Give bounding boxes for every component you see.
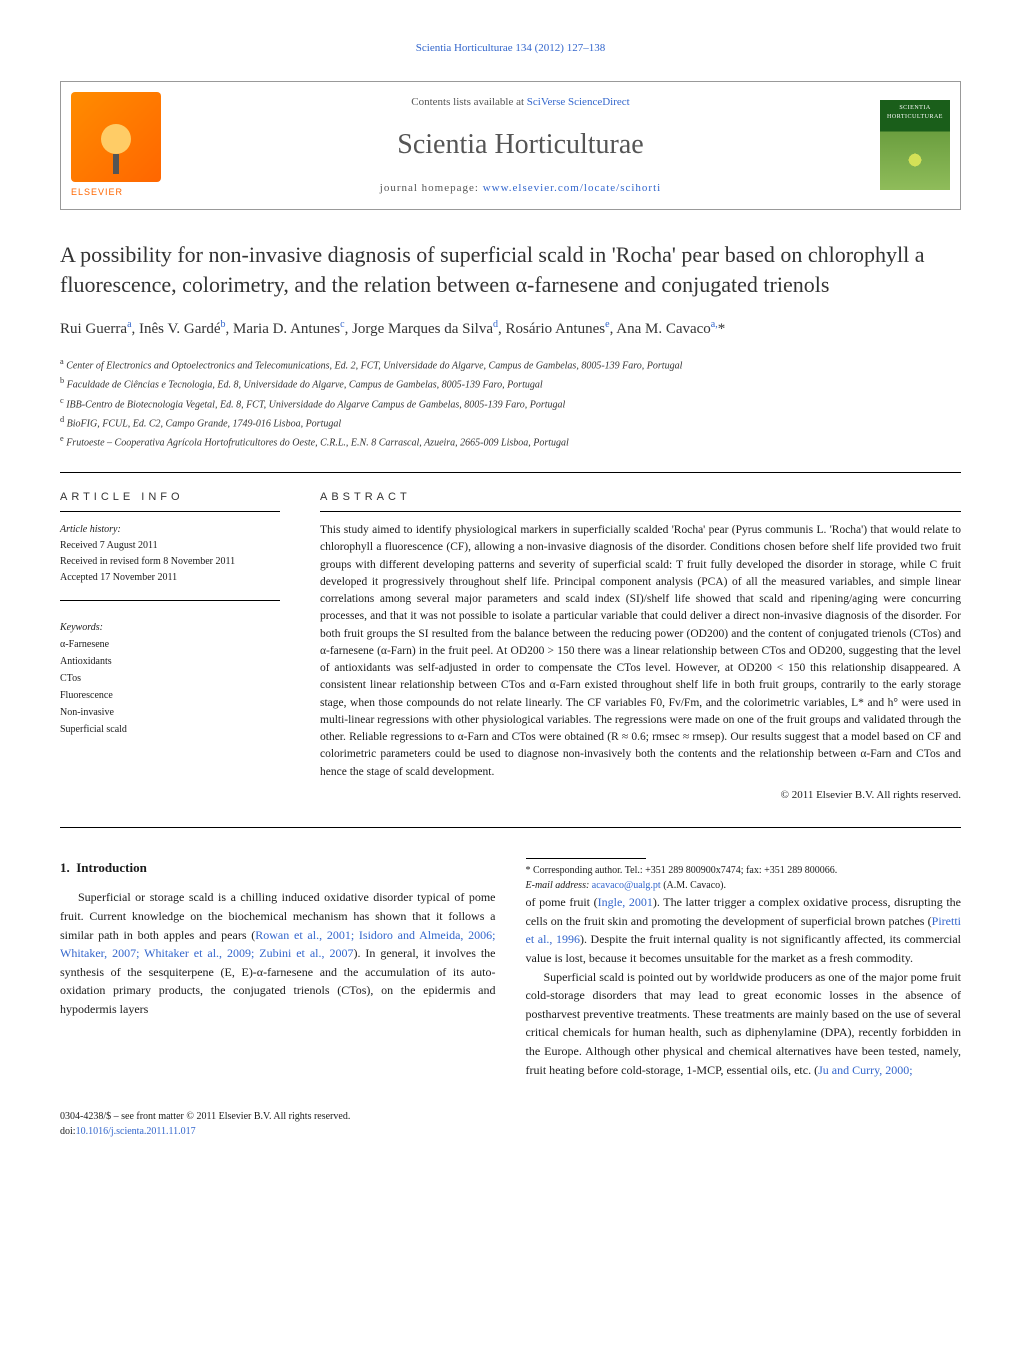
- body-two-column: 1. Introduction Superficial or storage s…: [60, 858, 961, 1079]
- affiliation-line: b Faculdade de Ciências e Tecnologia, Ed…: [60, 374, 961, 393]
- publisher-logo: ELSEVIER: [61, 82, 171, 210]
- keywords-list: α-FarneseneAntioxidantsCTosFluorescenceN…: [60, 636, 280, 738]
- journal-name: Scientia Horticulturae: [171, 124, 870, 166]
- authors-line: Rui Guerraa, Inês V. Gardéb, Maria D. An…: [60, 317, 961, 341]
- availability-line: Contents lists available at SciVerse Sci…: [171, 94, 870, 111]
- issn-line: 0304-4238/$ – see front matter © 2011 El…: [60, 1109, 961, 1124]
- doi-line: doi:10.1016/j.scienta.2011.11.017: [60, 1124, 961, 1139]
- homepage-prefix: journal homepage:: [380, 182, 483, 194]
- bottom-meta: 0304-4238/$ – see front matter © 2011 El…: [60, 1109, 961, 1139]
- keyword-item: Superficial scald: [60, 721, 280, 738]
- article-info-column: ARTICLE INFO Article history: Received 7…: [60, 489, 280, 804]
- history-revised: Received in revised form 8 November 2011: [60, 554, 280, 570]
- article-title: A possibility for non-invasive diagnosis…: [60, 240, 961, 299]
- p3-pre: Superficial scald is pointed out by worl…: [526, 970, 962, 1077]
- keywords-rule: [60, 600, 280, 601]
- keyword-item: Antioxidants: [60, 653, 280, 670]
- affiliation-line: c IBB-Centro de Biotecnologia Vegetal, E…: [60, 394, 961, 413]
- journal-cover-thumb: SCIENTIA HORTICULTURAE: [870, 82, 960, 210]
- elsevier-tree-icon: [71, 92, 161, 182]
- keywords-block: Keywords: α-FarneseneAntioxidantsCTosFlu…: [60, 619, 280, 738]
- footnote-block: * Corresponding author. Tel.: +351 289 8…: [526, 858, 962, 893]
- citation-link-ju[interactable]: Ju and Curry, 2000;: [818, 1063, 913, 1077]
- doi-link[interactable]: 10.1016/j.scienta.2011.11.017: [76, 1126, 196, 1137]
- p2-post: ). Despite the fruit internal quality is…: [526, 932, 962, 965]
- abstract-header: ABSTRACT: [320, 489, 961, 506]
- keywords-label: Keywords:: [60, 619, 280, 636]
- history-received: Received 7 August 2011: [60, 538, 280, 554]
- abstract-rule: [320, 511, 961, 512]
- info-abstract-row: ARTICLE INFO Article history: Received 7…: [60, 489, 961, 804]
- citation-link-ingle[interactable]: Ingle, 2001: [598, 895, 653, 909]
- divider-top: [60, 472, 961, 473]
- corr-email-line: E-mail address: acavaco@ualg.pt (A.M. Ca…: [526, 878, 962, 893]
- doi-prefix: doi:: [60, 1126, 76, 1137]
- article-info-rule: [60, 511, 280, 512]
- keyword-item: CTos: [60, 670, 280, 687]
- journal-center-block: Contents lists available at SciVerse Sci…: [171, 82, 870, 210]
- history-label: Article history:: [60, 522, 280, 538]
- cover-image: SCIENTIA HORTICULTURAE: [880, 100, 950, 190]
- body-paragraph-2: of pome fruit (Ingle, 2001). The latter …: [526, 893, 962, 967]
- publisher-name: ELSEVIER: [71, 186, 161, 200]
- abstract-column: ABSTRACT This study aimed to identify ph…: [320, 489, 961, 804]
- history-accepted: Accepted 17 November 2011: [60, 570, 280, 586]
- affiliation-line: d BioFIG, FCUL, Ed. C2, Campo Grande, 17…: [60, 413, 961, 432]
- homepage-link[interactable]: www.elsevier.com/locate/scihorti: [483, 182, 662, 194]
- cover-label: SCIENTIA HORTICULTURAE: [880, 104, 950, 122]
- article-info-header: ARTICLE INFO: [60, 489, 280, 506]
- divider-body: [60, 827, 961, 828]
- body-paragraph-1: Superficial or storage scald is a chilli…: [60, 888, 496, 1018]
- footnote-rule: [526, 858, 646, 859]
- keyword-item: Non-invasive: [60, 704, 280, 721]
- header-citation: Scientia Horticulturae 134 (2012) 127–13…: [60, 40, 961, 57]
- email-label: E-mail address:: [526, 880, 592, 891]
- abstract-copyright: © 2011 Elsevier B.V. All rights reserved…: [320, 787, 961, 804]
- affiliation-line: a Center of Electronics and Optoelectron…: [60, 355, 961, 374]
- journal-header-box: ELSEVIER Contents lists available at Sci…: [60, 81, 961, 211]
- corr-email-link[interactable]: acavaco@ualg.pt: [592, 880, 661, 891]
- article-history: Article history: Received 7 August 2011 …: [60, 522, 280, 586]
- body-paragraph-3: Superficial scald is pointed out by worl…: [526, 968, 962, 1080]
- section-1-heading: 1. Introduction: [60, 858, 496, 878]
- p2-pre: of pome fruit (: [526, 895, 598, 909]
- corresponding-author-footnote: * Corresponding author. Tel.: +351 289 8…: [526, 863, 962, 893]
- sciencedirect-link[interactable]: SciVerse ScienceDirect: [527, 96, 630, 108]
- affiliations-block: a Center of Electronics and Optoelectron…: [60, 355, 961, 452]
- availability-prefix: Contents lists available at: [411, 96, 526, 108]
- abstract-text: This study aimed to identify physiologic…: [320, 522, 961, 781]
- keyword-item: Fluorescence: [60, 687, 280, 704]
- journal-homepage-line: journal homepage: www.elsevier.com/locat…: [171, 180, 870, 197]
- corr-author-line: * Corresponding author. Tel.: +351 289 8…: [526, 863, 962, 878]
- email-post: (A.M. Cavaco).: [661, 880, 726, 891]
- affiliation-line: e Frutoeste – Cooperativa Agrícola Horto…: [60, 432, 961, 451]
- keyword-item: α-Farnesene: [60, 636, 280, 653]
